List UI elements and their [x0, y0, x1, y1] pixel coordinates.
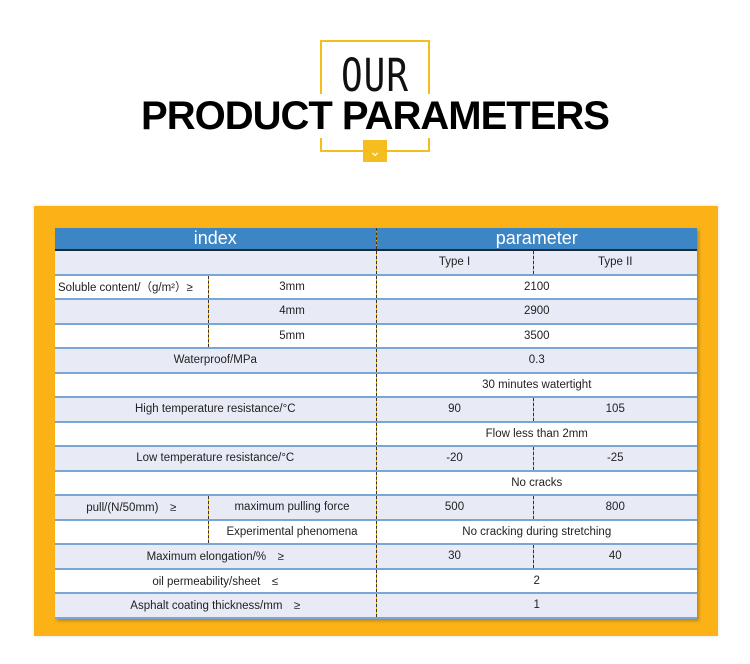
value-cell: 2900: [376, 299, 698, 325]
index-main-cell: pull/(N/50mm) ≥: [55, 495, 209, 521]
value-type-2: 40: [533, 544, 698, 570]
table-row: pull/(N/50mm) ≥ maximum pulling force 500 8…: [55, 495, 698, 521]
chevron-down-icon: ⌄: [363, 140, 387, 162]
table-row: High temperature resistance/°C 90 105: [55, 397, 698, 423]
index-main-cell: [55, 299, 209, 325]
index-cell: Waterproof/MPa: [55, 348, 377, 374]
index-cell: [55, 421, 377, 447]
index-main-cell: [55, 323, 209, 349]
table-row: 5mm 3500: [55, 323, 698, 349]
value-type-1: 90: [376, 397, 534, 423]
index-sub-cell: Experimental phenomena: [208, 519, 377, 545]
value-type-2: 105: [533, 397, 698, 423]
value-cell: No cracking during stretching: [376, 519, 698, 545]
index-sub-cell: 4mm: [208, 299, 377, 325]
page-title: PRODUCT PARAMETERS: [139, 94, 611, 138]
table-row: Low temperature resistance/°C -20 -25: [55, 446, 698, 472]
table-header-row: index parameter: [55, 228, 698, 251]
value-cell: 2100: [376, 274, 698, 300]
value-cell: 0.3: [376, 348, 698, 374]
index-main-cell: Soluble content/（g/m²）≥: [55, 274, 209, 300]
index-cell: Asphalt coating thickness/mm ≥: [55, 593, 377, 619]
table-row: Flow less than 2mm: [55, 421, 698, 447]
table-row: Asphalt coating thickness/mm ≥1: [55, 593, 698, 619]
table-row: Waterproof/MPa 0.3: [55, 348, 698, 374]
index-cell: [55, 470, 377, 496]
type-row: Type I Type II: [55, 250, 698, 276]
index-cell: High temperature resistance/°C: [55, 397, 377, 423]
empty-cell: [55, 250, 377, 276]
index-sub-cell: 5mm: [208, 323, 377, 349]
value-type-1: -20: [376, 446, 534, 472]
header-index: index: [55, 228, 377, 251]
table-row: No cracks: [55, 470, 698, 496]
index-main-cell: [55, 519, 209, 545]
type-1: Type I: [376, 250, 534, 276]
type-2: Type II: [533, 250, 698, 276]
value-type-2: -25: [533, 446, 698, 472]
value-cell: 1: [376, 593, 698, 619]
header-parameter: parameter: [376, 228, 698, 251]
table-row: Soluble content/（g/m²）≥ 3mm 2100: [55, 274, 698, 300]
table-row: 30 minutes watertight: [55, 372, 698, 398]
index-cell: Maximum elongation/% ≥: [55, 544, 377, 570]
value-cell: 2: [376, 568, 698, 594]
value-cell: No cracks: [376, 470, 698, 496]
index-cell: Low temperature resistance/°C: [55, 446, 377, 472]
value-type-2: 800: [533, 495, 698, 521]
parameters-table: index parameter Type I Type II Soluble c…: [55, 228, 698, 619]
index-sub-cell: 3mm: [208, 274, 377, 300]
value-cell: 30 minutes watertight: [376, 372, 698, 398]
table-row: 4mm 2900: [55, 299, 698, 325]
index-sub-cell: maximum pulling force: [208, 495, 377, 521]
table-row: Maximum elongation/% ≥30 40: [55, 544, 698, 570]
index-cell: oil permeability/sheet ≤: [55, 568, 377, 594]
value-type-1: 500: [376, 495, 534, 521]
value-type-1: 30: [376, 544, 534, 570]
title-small: OUR: [340, 50, 410, 103]
value-cell: Flow less than 2mm: [376, 421, 698, 447]
value-cell: 3500: [376, 323, 698, 349]
table-row: oil permeability/sheet ≤2: [55, 568, 698, 594]
table-row: Experimental phenomena No cracking during…: [55, 519, 698, 545]
index-cell: [55, 372, 377, 398]
